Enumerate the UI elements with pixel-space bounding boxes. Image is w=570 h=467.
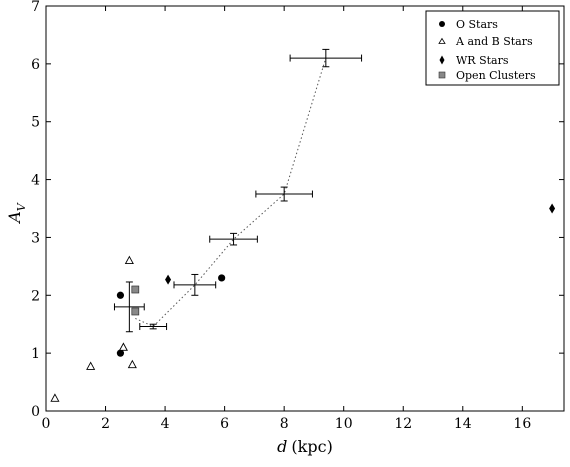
y-tick-label: 6 — [31, 57, 40, 73]
legend-marker-wr-stars — [439, 55, 445, 65]
o-star-point — [218, 274, 226, 282]
ab-star-point — [127, 359, 137, 369]
x-tick-label: 6 — [220, 416, 229, 432]
binned-point — [113, 281, 145, 333]
ab-star-point — [50, 393, 60, 402]
binned-point — [173, 273, 217, 296]
x-tick-label: 16 — [513, 416, 531, 432]
x-tick-label: 0 — [42, 416, 51, 432]
binned-point — [209, 232, 258, 246]
plot-frame — [45, 5, 565, 412]
open-cluster-point — [131, 285, 140, 294]
x-axis-ticks: 0 2 4 6 8 10 12 14 16 — [42, 6, 531, 432]
y-tick-label: 7 — [31, 0, 40, 15]
legend-label-open-clusters: Open Clusters — [456, 69, 536, 82]
binned-point — [289, 48, 363, 68]
x-tick-label: 2 — [101, 416, 110, 432]
y-axis-label: AV — [5, 202, 28, 225]
wr-star-point — [549, 203, 556, 214]
y-tick-label: 2 — [31, 288, 40, 304]
x-axis-label: d (kpc) — [277, 437, 333, 456]
data-points — [50, 203, 556, 402]
o-star-point — [116, 291, 125, 299]
legend-box — [425, 10, 560, 86]
trend-line — [135, 57, 327, 328]
trend-line-group — [135, 57, 327, 328]
y-tick-label: 0 — [31, 404, 40, 420]
y-tick-label: 5 — [31, 115, 40, 131]
legend-marker-ab-stars — [438, 37, 446, 44]
legend-label-ab-stars: A and B Stars — [455, 35, 533, 48]
legend-marker-o-stars — [439, 21, 445, 27]
x-tick-label: 8 — [280, 416, 289, 432]
y-tick-label: 3 — [31, 230, 40, 246]
ab-star-point — [86, 361, 96, 370]
x-tick-label: 4 — [161, 416, 170, 432]
legend-label-o-stars: O Stars — [456, 18, 498, 31]
legend: O Stars A and B Stars WR Stars Open Clus… — [425, 10, 560, 86]
legend-marker-open-clusters — [438, 71, 446, 79]
binned-point — [255, 186, 313, 202]
ab-star-point — [124, 255, 134, 265]
open-cluster-point — [131, 307, 140, 316]
ab-star-point — [118, 342, 128, 351]
x-tick-label: 12 — [394, 416, 412, 432]
y-tick-label: 4 — [31, 173, 40, 189]
y-tick-label: 1 — [31, 346, 40, 362]
wr-star-point — [165, 274, 172, 285]
legend-label-wr-stars: WR Stars — [456, 54, 509, 67]
binned-point — [139, 323, 168, 331]
x-tick-label: 10 — [335, 416, 353, 432]
o-star-point — [116, 349, 125, 357]
x-tick-label: 14 — [454, 416, 472, 432]
y-axis-ticks: 0 1 2 3 4 5 6 7 — [31, 0, 564, 420]
binned-errorbars — [113, 48, 363, 333]
